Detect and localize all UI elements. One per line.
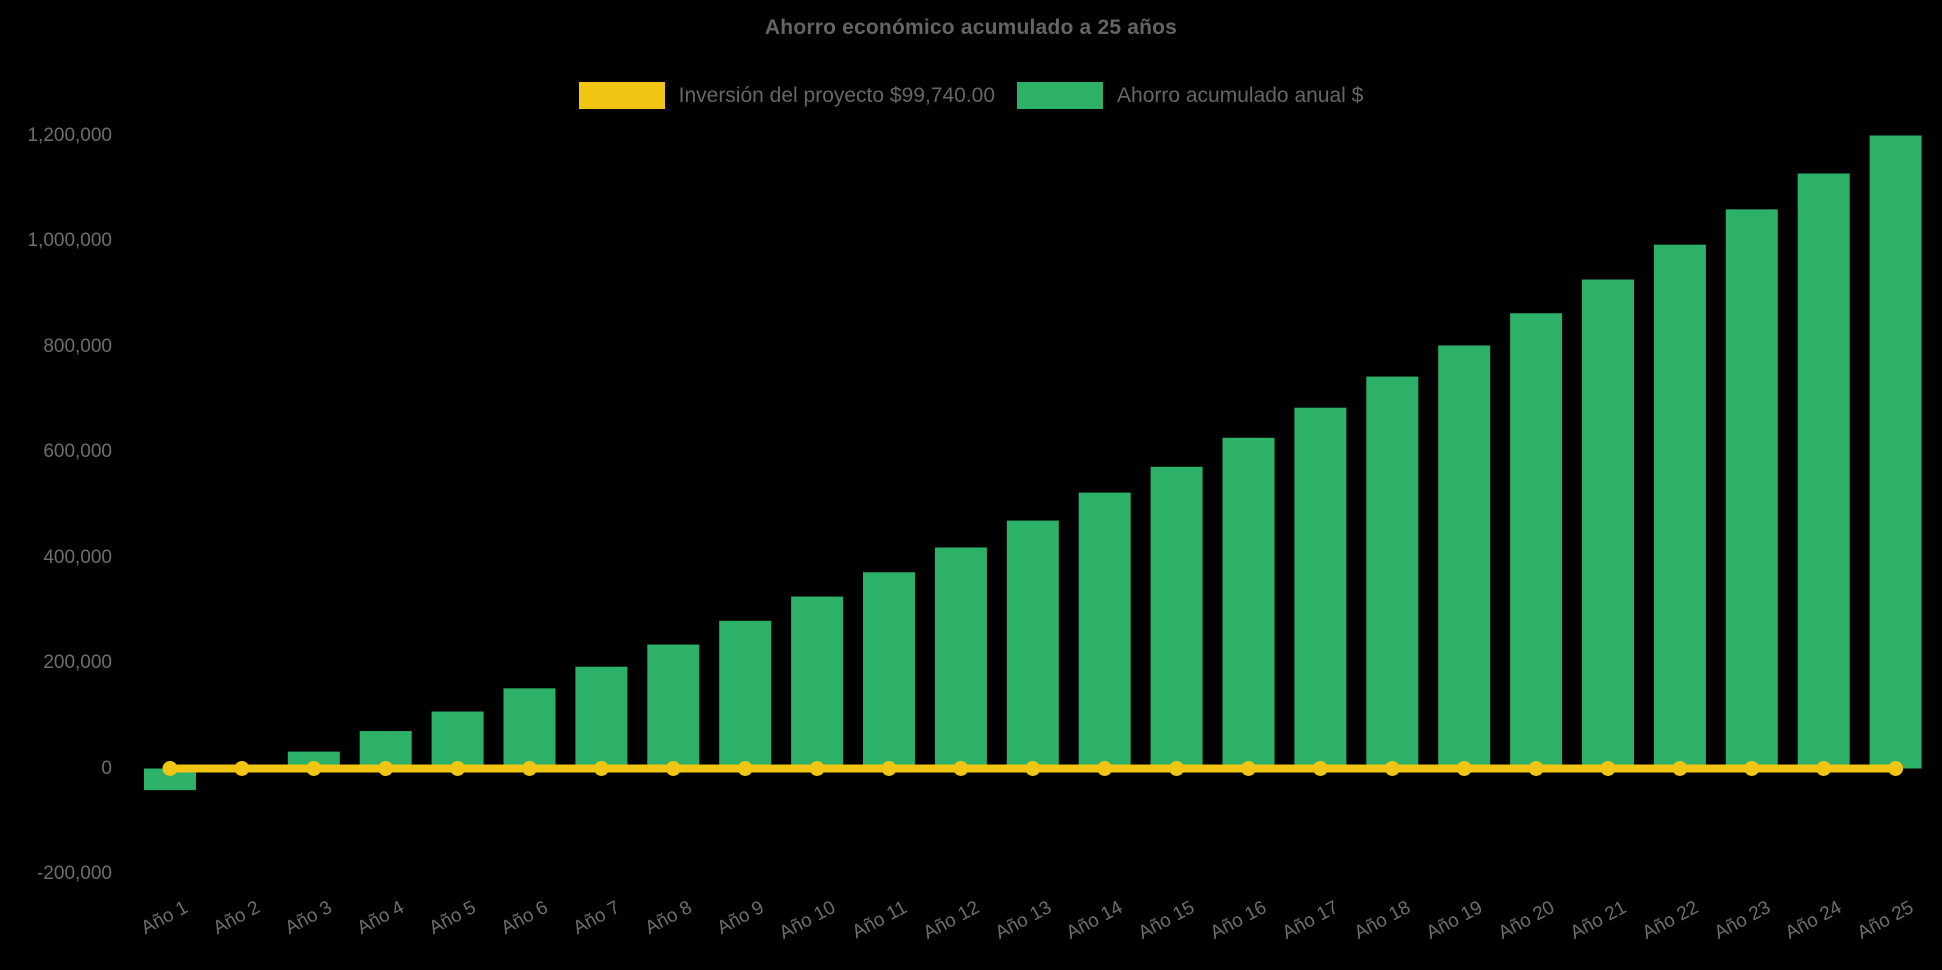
legend-label-savings: Ahorro acumulado anual $: [1117, 83, 1364, 107]
investment-point-año-24: [1816, 761, 1832, 776]
savings-bar-año-14: [1078, 492, 1131, 769]
savings-bar-año-25: [1869, 135, 1922, 769]
investment-point-año-10: [809, 761, 825, 776]
savings-bar-año-5: [431, 711, 484, 769]
investment-point-año-16: [1241, 761, 1256, 776]
y-tick-label: 600,000: [43, 441, 112, 462]
investment-point-año-3: [306, 761, 322, 776]
savings-bar-año-15: [1150, 466, 1203, 769]
savings-bar-año-19: [1438, 345, 1491, 769]
y-tick-label: -200,000: [36, 863, 112, 884]
investment-point-año-9: [737, 761, 753, 776]
y-tick-label: 800,000: [43, 335, 112, 357]
investment-point-año-8: [665, 761, 681, 776]
savings-bar-año-1: [144, 768, 196, 791]
investment-point-año-13: [1025, 761, 1041, 776]
savings-bar-año-10: [791, 596, 844, 769]
savings-bar-año-8: [647, 644, 700, 769]
savings-bar-año-13: [1006, 520, 1059, 769]
y-tick-label: 200,000: [43, 652, 112, 673]
investment-point-año-25: [1888, 761, 1904, 776]
savings-bar-año-9: [719, 620, 772, 769]
investment-point-año-7: [593, 761, 609, 776]
investment-point-año-14: [1097, 761, 1113, 776]
savings-bar-año-17: [1294, 407, 1347, 769]
investment-point-año-20: [1528, 761, 1544, 776]
investment-color-swatch: [578, 82, 665, 109]
savings-bar-año-6: [503, 688, 556, 769]
investment-point-año-15: [1169, 761, 1185, 776]
investment-point-año-18: [1384, 761, 1400, 776]
savings-bar-año-12: [934, 547, 987, 769]
savings-bar-año-21: [1582, 279, 1634, 769]
savings-color-swatch: [1017, 82, 1104, 109]
savings-bar-año-20: [1510, 313, 1563, 769]
investment-point-año-23: [1744, 761, 1760, 776]
savings-bar-año-11: [863, 572, 915, 769]
legend-item-investment: Inversión del proyecto $99,740.00: [578, 82, 996, 109]
chart-title: Ahorro económico acumulado a 25 años: [764, 16, 1178, 39]
investment-point-año-22: [1672, 761, 1688, 776]
savings-bar-año-16: [1222, 437, 1275, 769]
savings-bar-año-23: [1725, 209, 1778, 769]
investment-point-año-5: [450, 761, 466, 776]
savings-bar-año-22: [1653, 244, 1706, 769]
investment-point-año-4: [378, 761, 394, 776]
y-tick-label: 1,000,000: [27, 230, 112, 251]
savings-bar-año-24: [1797, 173, 1850, 769]
legend-item-savings: Ahorro acumulado anual $: [1017, 82, 1363, 109]
investment-point-año-19: [1456, 761, 1472, 776]
investment-point-año-11: [881, 761, 897, 776]
chart-legend: Inversión del proyecto $99,740.00 Ahorro…: [0, 82, 1942, 109]
investment-point-año-17: [1312, 761, 1328, 776]
savings-bar-año-7: [575, 666, 628, 769]
investment-point-año-1: [162, 761, 178, 776]
investment-point-año-21: [1600, 761, 1616, 776]
investment-point-año-6: [522, 761, 537, 776]
investment-point-año-12: [953, 761, 969, 776]
savings-bar-año-18: [1366, 376, 1419, 769]
y-tick-label: 0: [101, 757, 112, 779]
savings-bar-año-3: [287, 751, 340, 769]
legend-label-investment: Inversión del proyecto $99,740.00: [678, 83, 996, 107]
investment-point-año-2: [234, 761, 250, 776]
y-tick-label: 1,200,000: [27, 124, 112, 146]
y-tick-label: 400,000: [43, 546, 112, 568]
